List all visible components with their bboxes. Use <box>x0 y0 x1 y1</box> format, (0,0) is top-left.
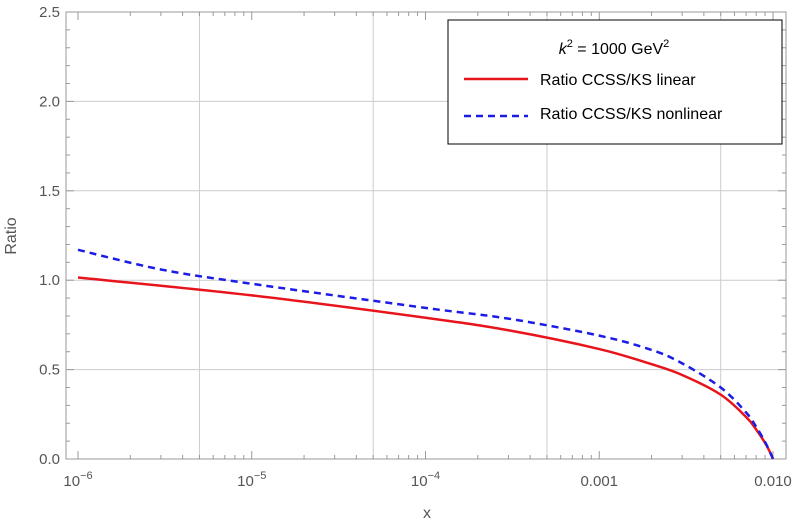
legend-box <box>447 19 783 145</box>
series-line-linear <box>77 276 775 460</box>
y-tick-label: 2.5 <box>39 4 60 21</box>
legend-entry-nonlinear: Ratio CCSS/KS nonlinear <box>540 106 723 123</box>
legend-title: k2 = 1000 GeV2 <box>559 38 670 58</box>
x-tick-label: 0.010 <box>754 473 792 490</box>
legend-entry-linear: Ratio CCSS/KS linear <box>540 72 696 89</box>
x-tick-label: 0.001 <box>580 473 618 490</box>
y-tick-label: 0.0 <box>39 451 60 468</box>
y-tick-label: 1.5 <box>39 183 60 200</box>
y-tick-label: 1.0 <box>39 272 60 289</box>
series-line-nonlinear <box>77 248 775 460</box>
x-axis-label: x <box>423 505 431 522</box>
y-tick-label: 0.5 <box>39 362 60 379</box>
series-lines <box>77 248 775 460</box>
y-axis-label: Ratio <box>3 217 20 254</box>
axes <box>65 11 787 460</box>
legend: k2 = 1000 GeV2 Ratio CCSS/KS linear Rati… <box>447 19 783 145</box>
x-tick-label: 10−4 <box>411 470 440 490</box>
tick-labels: 10−6 10−5 10−4 0.001 0.010 0.0 0.5 1.0 1.5 2.0 2.5 <box>39 4 792 490</box>
x-tick-label: 10−6 <box>63 470 92 490</box>
y-tick-label: 2.0 <box>39 93 60 110</box>
x-tick-label: 10−5 <box>237 470 266 490</box>
